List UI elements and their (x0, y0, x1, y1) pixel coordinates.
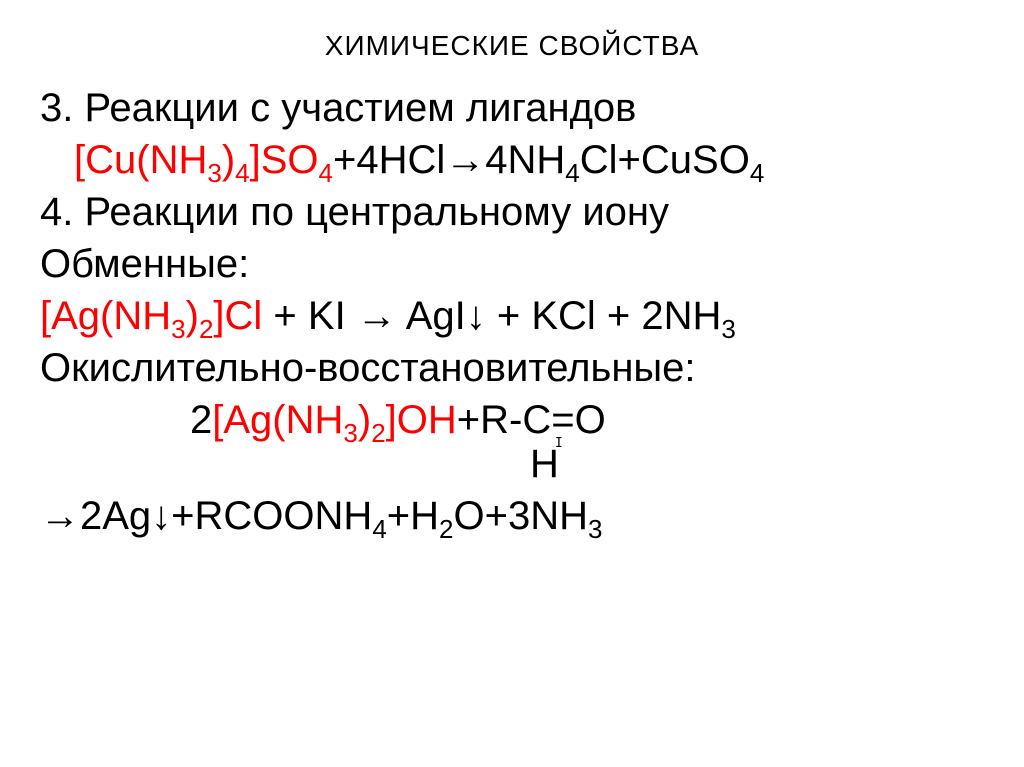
eq-part: [Ag(NH (212, 398, 343, 442)
redox-aldehyde-h: I H (40, 438, 984, 490)
complex-ion: [Ag(NH3)2]Cl (40, 294, 262, 338)
eq-sub: 3 (171, 314, 185, 344)
eq-sub: 2 (439, 514, 453, 544)
section3-text: Реакции с участием лигандов (84, 86, 636, 130)
eq-part: + KI → AgI↓ + KCl + 2NH (262, 294, 721, 338)
eq-sub: 4 (235, 158, 249, 188)
slide-title: ХИМИЧЕСКИЕ СВОЙСТВА (40, 30, 984, 62)
eq-sub: 4 (372, 514, 386, 544)
section3-heading: 3. Реакции с участием лигандов (40, 82, 984, 134)
eq-part: →2Ag↓+RCOONH (40, 494, 372, 538)
eq-part: O+3NH (454, 494, 589, 538)
eq-part: +H (387, 494, 439, 538)
exchange-label: Обменные: (40, 238, 984, 290)
exchange-equation: [Ag(NH3)2]Cl + KI → AgI↓ + KCl + 2NH3 (40, 290, 984, 342)
eq-sub: 4 (750, 158, 764, 188)
section4-text: Реакции по центральному иону (84, 190, 669, 234)
complex-ion: [Cu(NH3)4]SO4 (74, 138, 333, 182)
eq-part: ]Cl (213, 294, 262, 338)
bond-tick: I (555, 436, 562, 453)
eq-sub: 4 (319, 158, 333, 188)
section4-heading: 4. Реакции по центральному иону (40, 186, 984, 238)
section3-equation: [Cu(NH3)4]SO4+4HCl→4NH4Cl+CuSO4 (40, 134, 984, 186)
eq-sub: 3 (207, 158, 221, 188)
eq-part: ) (186, 294, 199, 338)
complex-ion: [Ag(NH3)2]OH (212, 398, 457, 442)
eq-part: 2 (190, 398, 212, 442)
eq-sub: 2 (199, 314, 213, 344)
eq-part: Cl+CuSO (580, 138, 750, 182)
eq-part: ]SO (250, 138, 319, 182)
slide-content: ХИМИЧЕСКИЕ СВОЙСТВА 3. Реакции с участие… (0, 0, 1024, 542)
eq-sub: 3 (721, 314, 735, 344)
eq-part: +4HCl→4NH (333, 138, 565, 182)
eq-sub: 4 (565, 158, 579, 188)
eq-part: ) (358, 398, 371, 442)
eq-part: [Cu(NH (74, 138, 207, 182)
eq-part: +R-C=O (457, 398, 606, 442)
eq-part: ) (222, 138, 235, 182)
redox-equation-line2: →2Ag↓+RCOONH4+H2O+3NH3 (40, 490, 984, 542)
section3-number: 3. (40, 86, 73, 130)
section4-number: 4. (40, 190, 73, 234)
eq-sub: 3 (588, 514, 602, 544)
eq-part: ]OH (386, 398, 457, 442)
redox-label: Окислительно-восстановительные: (40, 342, 984, 394)
eq-part: [Ag(NH (40, 294, 171, 338)
